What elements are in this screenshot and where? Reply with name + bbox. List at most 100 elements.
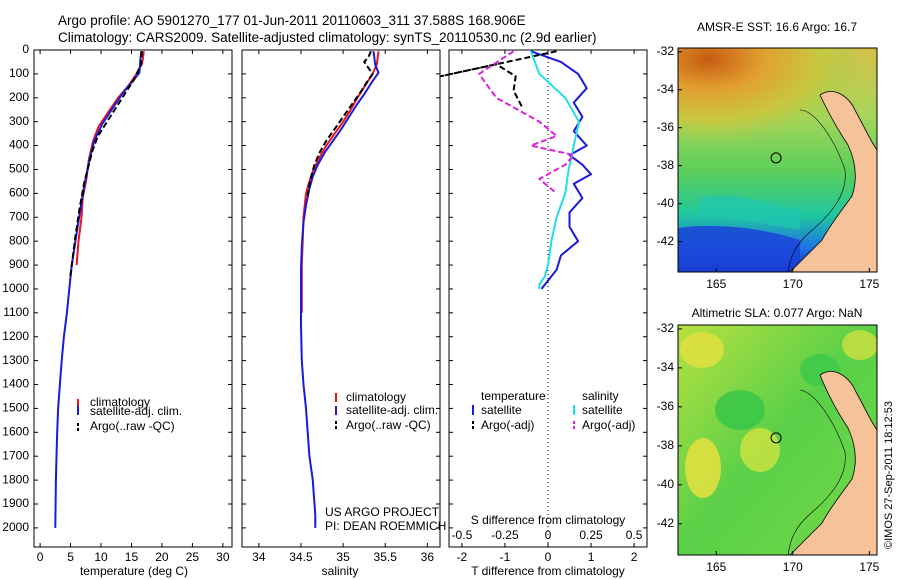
sst-map-frame — [677, 47, 878, 273]
difference-top-xlabel: S difference from climatology — [471, 513, 626, 527]
x-tick-label: 25 — [186, 550, 200, 564]
legend-label-argo: Argo(..raw -QC) — [90, 419, 175, 433]
map-lat-label: -32 — [657, 321, 675, 335]
difference-legend: temperature salinity satellite Argo(-adj… — [472, 389, 635, 432]
depth-tick-label: 900 — [9, 257, 29, 271]
x-tick-label: 30 — [216, 550, 230, 564]
x-tick-label: 34.5 — [289, 550, 313, 564]
sst-map-title: AMSR-E SST: 16.6 Argo: 16.7 — [697, 20, 857, 34]
x-tick-label: 0 — [545, 550, 552, 564]
sla-map — [678, 325, 877, 555]
map-lat-label: -36 — [657, 120, 675, 134]
imos-timestamp: ©IMOS 27-Sep-2011 18:12:53 — [883, 401, 895, 549]
sst-coastline — [789, 91, 877, 272]
map-lat-label: -34 — [657, 82, 675, 96]
depth-tick-label: 600 — [9, 186, 29, 200]
legend-header-salinity: salinity — [582, 389, 619, 403]
sla-high-patch-3 — [740, 428, 780, 472]
series-line-argo-raw-qc — [306, 50, 374, 196]
map-lat-label: -36 — [657, 399, 675, 413]
sla-argo-marker — [770, 432, 782, 444]
salinity-xlabel: salinity — [322, 564, 359, 578]
legend-label-t-argo: Argo(-adj) — [481, 418, 534, 432]
s-diff-tick-label: 0.25 — [579, 528, 603, 542]
sla-land — [790, 371, 877, 555]
x-tick-label: 20 — [155, 550, 169, 564]
sst-map — [678, 48, 877, 272]
project-annotation-line-2: PI: DEAN ROEMMICH — [325, 519, 446, 533]
map-lat-label: -42 — [657, 234, 675, 248]
title-line-1: Argo profile: AO 5901270_177 01-Jun-2011… — [58, 13, 526, 28]
x-tick-label: 2 — [631, 550, 638, 564]
series-line-satellite-adj-clim — [300, 51, 380, 528]
depth-tick-label: 1900 — [2, 496, 29, 510]
sla-high-patch-2 — [685, 438, 721, 498]
depth-tick-label: 500 — [9, 162, 29, 176]
x-tick-label: 35.5 — [374, 550, 398, 564]
depth-tick-label: 200 — [9, 90, 29, 104]
depth-tick-label: 1700 — [2, 448, 29, 462]
legend-header-temperature: temperature — [481, 389, 546, 403]
map-lon-label: 170 — [783, 277, 803, 291]
depth-tick-label: 300 — [9, 114, 29, 128]
depth-tick-label: 1000 — [2, 281, 29, 295]
salinity-panel-frame — [241, 49, 441, 548]
sst-cool-patch — [678, 225, 800, 272]
map-lon-label: 170 — [783, 560, 803, 574]
depth-tick-label: 1400 — [2, 377, 29, 391]
sla-coastline — [789, 371, 877, 555]
legend-label-satellite: satellite-adj. clim. — [90, 404, 182, 418]
s-diff-tick-label: 0 — [545, 528, 552, 542]
map-lon-label: 175 — [859, 560, 879, 574]
title-line-2: Climatology: CARS2009. Satellite-adjuste… — [58, 30, 597, 45]
sst-argo-marker — [770, 152, 782, 164]
legend-label-climatology: climatology — [346, 390, 406, 404]
series-line-argo-raw-qc — [68, 51, 143, 280]
sla-map-frame — [677, 324, 878, 556]
series-line-s-satellite — [529, 50, 580, 289]
map-lon-label: 165 — [706, 277, 726, 291]
sla-map-ticks: 165 170 175 -32 -34 -36 -38 -40 -42 — [657, 321, 880, 574]
x-tick-label: 1 — [588, 550, 595, 564]
series-line-satellite-adj-clim — [54, 51, 143, 528]
sst-shelf-contour — [787, 109, 846, 272]
depth-tick-label: 100 — [9, 66, 29, 80]
depth-tick-label: 1300 — [2, 353, 29, 367]
sla-high-patch-4 — [842, 330, 877, 360]
temperature-legend: climatology satellite-adj. clim. Argo(..… — [77, 395, 182, 433]
project-annotation-line-1: US ARGO PROJECT — [325, 505, 440, 519]
depth-tick-label: 700 — [9, 209, 29, 223]
sla-high-patch-1 — [680, 332, 724, 368]
x-tick-label: -2 — [457, 550, 468, 564]
x-tick-label: 35 — [336, 550, 350, 564]
sla-shelf-contour — [787, 389, 846, 555]
depth-tick-label: 1100 — [3, 305, 29, 319]
s-diff-tick-label: 0.5 — [626, 528, 643, 542]
depth-tick-label: 2000 — [2, 520, 29, 534]
map-lat-label: -40 — [657, 196, 675, 210]
sla-map-title: Altimetric SLA: 0.077 Argo: NaN — [692, 306, 863, 320]
x-tick-label: 10 — [94, 550, 108, 564]
difference-plot: -2 -1 0 1 2 -0.5 -0.25 0 0.25 0.5 — [439, 50, 643, 564]
map-lon-label: 165 — [706, 560, 726, 574]
series-line-s-argo-adj — [478, 50, 575, 195]
map-lat-label: -38 — [657, 438, 675, 452]
legend-label-argo: Argo(..raw -QC) — [346, 418, 431, 432]
temperature-plot: 0 5 10 15 20 25 30 — [37, 50, 230, 564]
map-lat-label: -42 — [657, 516, 675, 530]
x-tick-label: 15 — [125, 550, 139, 564]
x-tick-label: 5 — [67, 550, 74, 564]
depth-tick-label: 400 — [9, 138, 29, 152]
map-lon-label: 175 — [859, 277, 879, 291]
legend-label-t-satellite: satellite — [481, 403, 522, 417]
legend-label-climatology: climatology — [90, 395, 150, 409]
s-diff-tick-label: -0.5 — [452, 528, 473, 542]
legend-label-satellite: satellite-adj. clim. — [346, 403, 438, 417]
temperature-panel-frame — [33, 49, 233, 548]
depth-tick-label: 1200 — [2, 329, 29, 343]
x-tick-label: 0 — [37, 550, 44, 564]
x-tick-label: 34 — [252, 550, 266, 564]
legend-label-s-satellite: satellite — [582, 403, 623, 417]
x-tick-label: -1 — [500, 550, 511, 564]
difference-xlabel: T difference from climatology — [471, 564, 625, 578]
